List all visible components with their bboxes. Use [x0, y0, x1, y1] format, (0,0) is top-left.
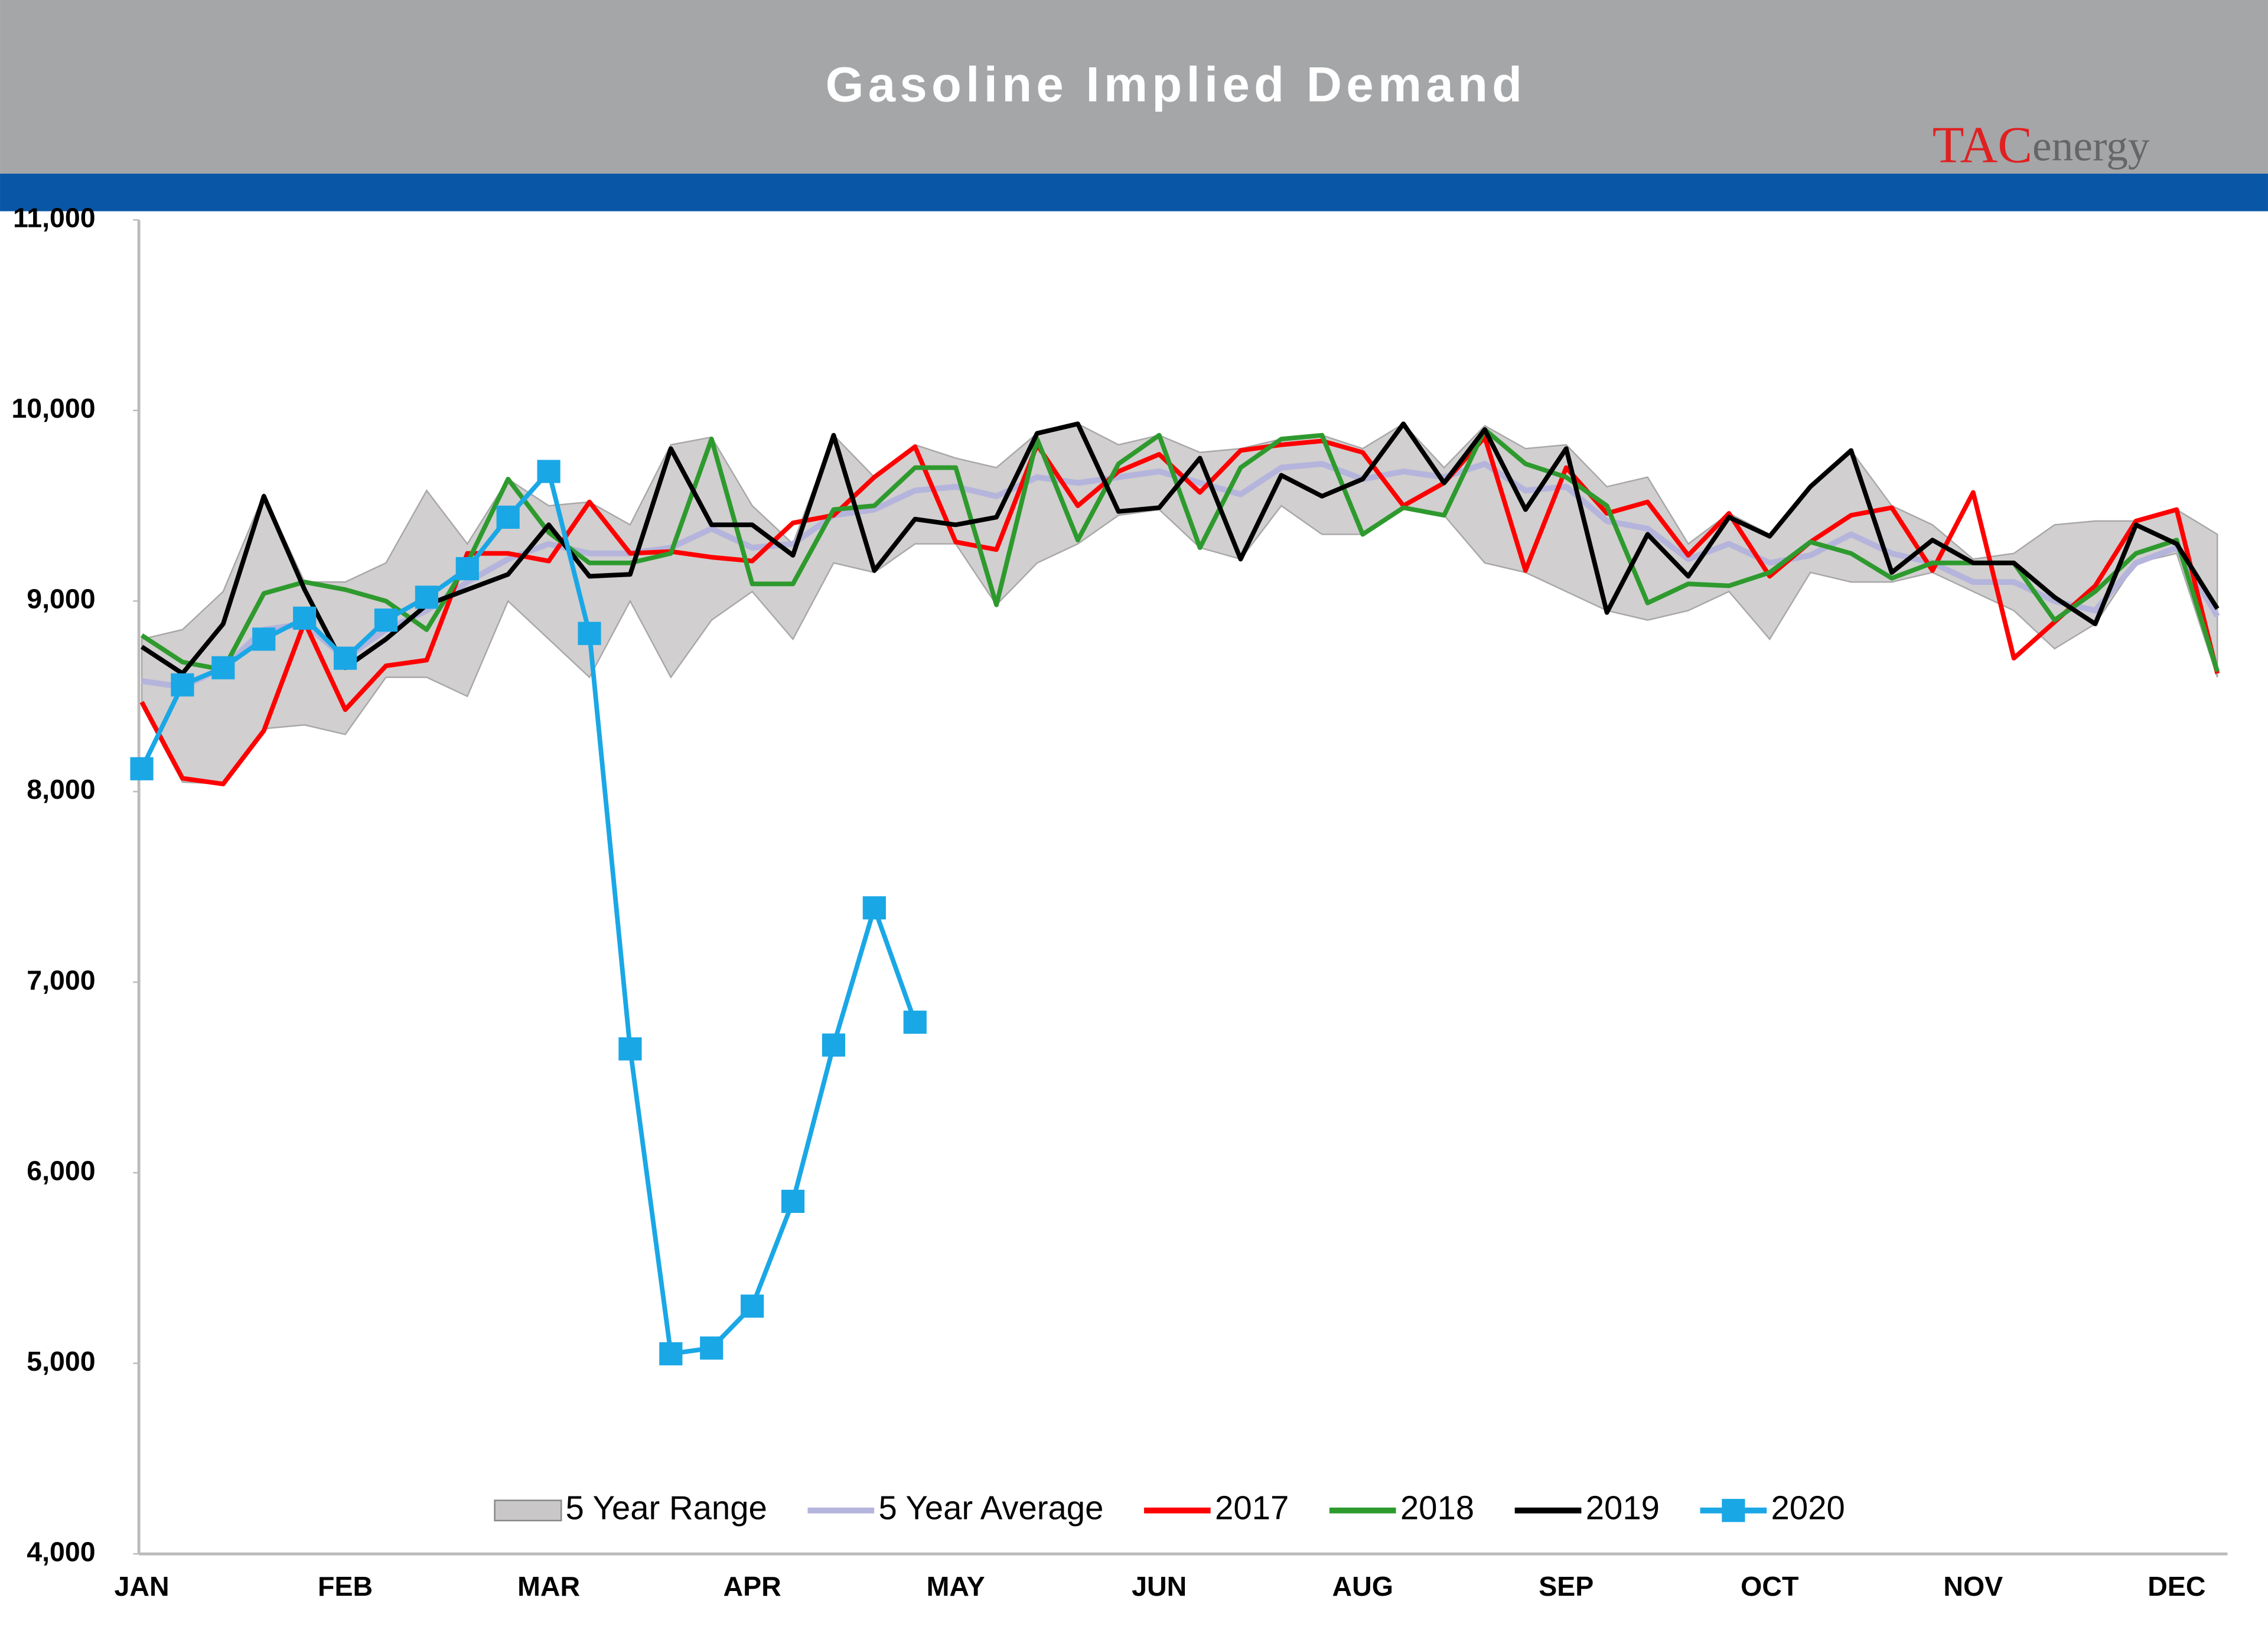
y-tick-label: 7,000	[27, 965, 95, 995]
legend-label: 2018	[1400, 1489, 1474, 1527]
point-marker	[130, 757, 154, 780]
y-tick-label: 6,000	[27, 1155, 95, 1186]
logo: TACenergy	[1933, 116, 2150, 174]
point-marker	[700, 1336, 724, 1360]
point-marker	[618, 1037, 642, 1060]
legend-marker	[1722, 1499, 1745, 1522]
point-marker	[903, 1010, 927, 1034]
legend-label: 2019	[1586, 1489, 1660, 1527]
x-tick-label: JUN	[1132, 1571, 1187, 1602]
point-marker	[537, 460, 561, 483]
legend-label: 2020	[1771, 1489, 1845, 1527]
header-stripe	[0, 173, 2268, 212]
y-tick-label: 10,000	[11, 393, 95, 424]
point-marker	[822, 1033, 846, 1057]
x-tick-label: NOV	[1943, 1571, 2003, 1602]
point-marker	[455, 557, 479, 581]
legend-label: 5 Year Average	[878, 1489, 1103, 1527]
range-area	[141, 422, 2218, 785]
series-line	[141, 461, 2220, 690]
x-tick-label: JAN	[115, 1571, 170, 1602]
point-marker	[211, 656, 235, 679]
x-tick-label: APR	[724, 1571, 781, 1602]
legend-label: 5 Year Range	[566, 1489, 767, 1527]
chart-title: Gasoline Implied Demand	[826, 57, 1527, 112]
x-tick-label: AUG	[1332, 1571, 1393, 1602]
y-tick-label: 9,000	[27, 584, 95, 614]
x-tick-label: SEP	[1539, 1571, 1594, 1602]
legend: 5 Year Range 5 Year Average 2017 2018 2019 20…	[494, 1489, 1845, 1527]
point-marker	[374, 609, 398, 632]
legend-label: 2017	[1215, 1489, 1289, 1527]
point-marker	[578, 622, 601, 645]
series-line	[140, 421, 2220, 676]
point-marker	[333, 646, 357, 670]
y-tick-label: 11,000	[13, 203, 96, 233]
point-marker	[781, 1189, 805, 1213]
legend-swatch	[494, 1499, 562, 1522]
point-marker	[415, 585, 438, 609]
x-tick-label: DEC	[2148, 1571, 2205, 1602]
y-tick-label: 5,000	[27, 1346, 95, 1377]
point-marker	[659, 1342, 683, 1366]
series-line	[140, 427, 2220, 672]
point-marker	[496, 505, 520, 529]
logo-word: energy	[2032, 122, 2150, 170]
x-tick-label: MAR	[517, 1571, 580, 1602]
y-tick-label: 4,000	[27, 1536, 95, 1567]
point-marker	[293, 606, 317, 630]
point-marker	[741, 1294, 764, 1318]
y-tick-label: 8,000	[27, 774, 95, 805]
logo-mark: TAC	[1933, 116, 2032, 174]
point-marker	[862, 896, 886, 920]
point-marker	[171, 673, 194, 697]
point-marker	[252, 627, 276, 651]
x-tick-label: MAY	[927, 1571, 985, 1602]
x-tick-label: FEB	[318, 1571, 373, 1602]
x-tick-label: OCT	[1741, 1571, 1798, 1602]
header-band	[0, 0, 2268, 174]
